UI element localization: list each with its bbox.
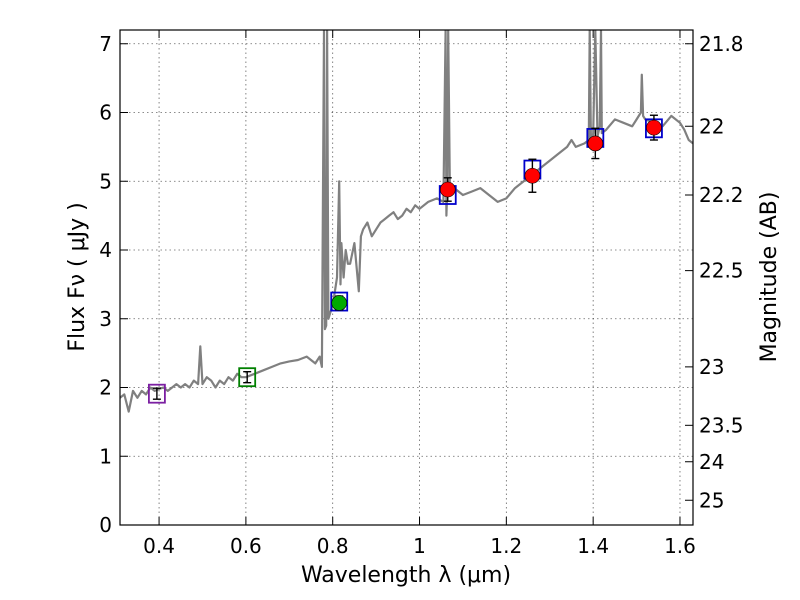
x-tick-label: 1.6 — [664, 534, 696, 558]
x-tick-label: 0.6 — [230, 534, 262, 558]
right-tick-label: 22.2 — [699, 183, 744, 207]
plot-area — [120, 30, 693, 413]
right-tick-label: 21.8 — [699, 32, 744, 56]
right-tick-label: 24 — [699, 450, 724, 474]
y-tick-label: 2 — [99, 376, 112, 400]
y-axis-label: Flux Fν ( μJy ) — [65, 202, 90, 351]
data-point — [646, 119, 662, 136]
data-point — [524, 167, 541, 184]
x-axis-label: Wavelength λ (μm) — [301, 563, 511, 588]
y-tick-label: 5 — [99, 169, 112, 193]
x-tick-label: 0.4 — [143, 534, 175, 558]
data-point — [587, 135, 604, 152]
y-tick-label: 3 — [99, 307, 112, 331]
y-tick-label: 6 — [99, 101, 112, 125]
right-tick-label: 23 — [699, 355, 724, 379]
grid — [120, 30, 693, 526]
right-tick-label: 23.5 — [699, 413, 744, 437]
spectrum-line — [120, 30, 693, 413]
x-tick-label: 0.8 — [317, 534, 349, 558]
y-tick-label: 0 — [99, 513, 112, 537]
y-tick-label: 1 — [99, 444, 112, 468]
plot-frame — [119, 29, 694, 526]
right-tick-label: 22.5 — [699, 259, 744, 283]
right-tick-label: 22 — [699, 114, 724, 138]
model-box — [147, 383, 166, 404]
y-tick-label: 4 — [99, 238, 112, 262]
x-tick-label: 1.2 — [490, 534, 522, 558]
plot-clipped-group — [120, 30, 693, 413]
x-tick-label: 1 — [413, 534, 426, 558]
x-tick-label: 1.4 — [577, 534, 609, 558]
model-box — [238, 367, 257, 388]
data-point — [331, 295, 348, 311]
data-point — [439, 181, 456, 198]
right-tick-label: 25 — [699, 488, 724, 512]
y-tick-label: 7 — [99, 32, 112, 56]
right-axis-label: Magnitude (AB) — [757, 192, 782, 363]
